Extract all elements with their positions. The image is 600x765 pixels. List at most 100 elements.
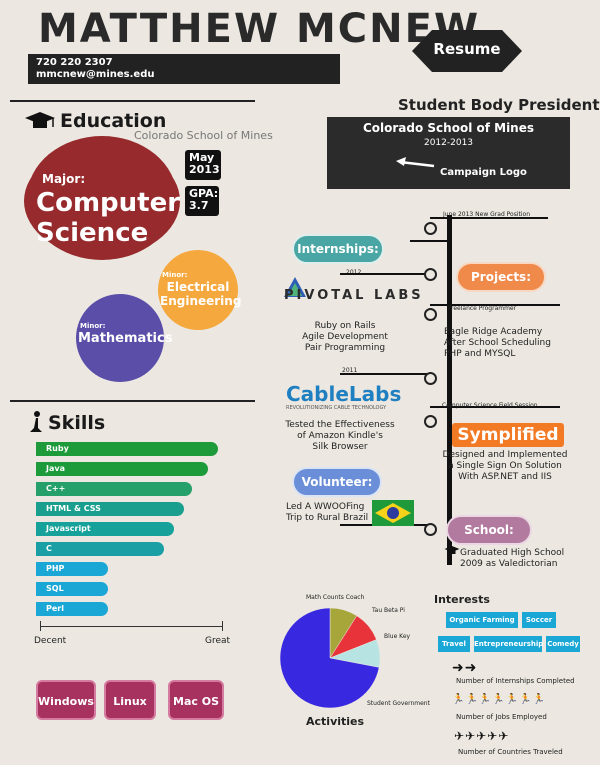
skill-bar-php: PHP xyxy=(36,562,108,576)
school-pill: School: xyxy=(446,515,532,545)
timeline-node xyxy=(424,523,437,536)
interest-tag: Travel xyxy=(438,636,470,652)
minor-ee-value: Electrical Engineering xyxy=(160,280,242,308)
major-value: Computer Science xyxy=(36,188,181,248)
timeline-marker xyxy=(430,304,560,306)
student-body-years: 2012-2013 xyxy=(423,138,474,148)
cablelabs-tagline: REVOLUTIONIZING CABLE TECHNOLOGY xyxy=(286,405,387,411)
pivotal-logo-icon xyxy=(284,277,306,297)
interest-tag: Entrepreneurship xyxy=(474,636,543,652)
cable-year: 2011 xyxy=(342,367,358,374)
jobs-caption: Number of Jobs Employed xyxy=(456,713,547,721)
skill-bar-c: C xyxy=(36,542,164,556)
contact-bar: 720 220 2307 mmcnew@mines.edu xyxy=(28,54,340,84)
phone-number: 720 220 2307 xyxy=(36,57,113,68)
graduation-cap-icon xyxy=(25,112,55,128)
activities-pie-chart xyxy=(279,607,381,709)
arrow-left-icon xyxy=(396,157,435,168)
pie-slice-3 xyxy=(279,607,380,709)
pivotal-year: 2012 xyxy=(346,269,361,276)
os-mac: Mac OS xyxy=(168,680,224,720)
skills-axis-tick-left xyxy=(40,621,41,631)
major-label: Major: xyxy=(42,172,86,186)
skill-bar-html-css: HTML & CSS xyxy=(36,502,184,516)
school-name: Colorado School of Mines xyxy=(134,129,273,142)
internships-icons: ➜➜ xyxy=(452,660,478,676)
education-title: Education xyxy=(60,110,167,132)
student-body-school: Colorado School of Mines xyxy=(362,121,535,135)
minor-ee-circle xyxy=(158,250,238,330)
timeline-tick xyxy=(410,240,450,242)
timeline-node xyxy=(424,268,437,281)
skill-bar-java: Java xyxy=(36,462,208,476)
timeline-node xyxy=(424,308,437,321)
skill-bar-c-: C++ xyxy=(36,482,192,496)
skills-title: Skills xyxy=(48,412,106,434)
internships-caption: Number of Internships Completed xyxy=(456,677,575,685)
resume-label: Resume xyxy=(433,40,501,58)
pie-label-tau: Tau Beta Pi xyxy=(372,607,405,614)
skills-chart: Ruby Java C++ HTML & CSS Javascript C PHP SQL Pe… xyxy=(36,442,236,622)
timeline-node xyxy=(424,415,437,428)
skill-bar-perl: Perl xyxy=(36,602,108,616)
timeline-top-label: June 2013 New Grad Position xyxy=(443,211,531,218)
symplified-logo: Symplified xyxy=(452,423,564,447)
skill-bar-sql: SQL xyxy=(36,582,108,596)
cablelabs-logo: CableLabs xyxy=(286,382,402,406)
pivotal-description: Ruby on Rails Agile Development Pair Pro… xyxy=(302,321,388,353)
freelance-label: Freelance Programmer xyxy=(448,305,517,312)
countries-icons: ✈✈✈✈✈ xyxy=(454,729,510,743)
minor-math-circle xyxy=(76,294,164,382)
activities-title: Activities xyxy=(306,715,365,728)
volunteer-description: Led A WWOOFing Trip to Rural Brazil xyxy=(286,502,369,523)
skill-bar-ruby: Ruby xyxy=(36,442,218,456)
resume-diamond-icon xyxy=(412,30,522,72)
timeline-connector xyxy=(340,273,432,275)
graduation-badge: May 2013 xyxy=(185,150,221,180)
skills-scale-high: Great xyxy=(205,636,231,646)
brazil-flag-icon xyxy=(372,500,414,526)
pivotal-logo: PIVOTAL LABS xyxy=(284,288,424,303)
interests-title: Interests xyxy=(434,593,490,606)
minor-math-value: Mathematics xyxy=(78,331,173,346)
timeline-connector xyxy=(340,373,432,375)
timeline-spine xyxy=(447,215,452,565)
timeline-marker xyxy=(430,406,560,408)
interest-tag: Organic Farming xyxy=(446,612,518,628)
eagle-ridge-description: Eagle Ridge Academy After School Schedul… xyxy=(444,327,551,359)
pie-label-math: Math Counts Coach xyxy=(306,594,365,601)
volunteer-pill: Volunteer: xyxy=(292,467,382,497)
pie-label-bluekey: Blue Key xyxy=(384,633,411,640)
field-session-label: Computer Science Field Session xyxy=(442,402,538,409)
timeline-node xyxy=(424,372,437,385)
divider xyxy=(10,400,255,402)
skills-axis xyxy=(40,626,222,627)
student-body-box xyxy=(327,117,570,189)
email-address: mmcnew@mines.edu xyxy=(36,69,155,80)
skill-bar-javascript: Javascript xyxy=(36,522,174,536)
projects-pill: Projects: xyxy=(456,262,546,292)
campaign-logo-label: Campaign Logo xyxy=(440,167,527,178)
minor-math-label: Minor: xyxy=(80,322,106,330)
interest-tag: Soccer xyxy=(522,612,556,628)
skills-axis-tick-right xyxy=(222,621,223,631)
jobs-icons: 🏃🏃🏃🏃🏃🏃🏃 xyxy=(452,694,547,705)
pie-label-stugov: Student Government xyxy=(367,700,430,707)
student-body-title: Student Body President xyxy=(398,96,600,114)
timeline-node xyxy=(424,222,437,235)
timeline-marker-top xyxy=(430,217,548,219)
school-description: Graduated High School 2009 as Valedictor… xyxy=(460,548,565,569)
person-icon xyxy=(30,411,42,432)
interest-tag: Comedy xyxy=(546,636,580,652)
symplified-description: Designed and Implemented a Single Sign O… xyxy=(442,450,568,482)
divider xyxy=(10,100,255,102)
cablelabs-description: Tested the Effectiveness of Amazon Kindl… xyxy=(285,420,395,452)
skills-scale-low: Decent xyxy=(34,636,67,646)
graduation-cap-small-icon xyxy=(444,546,460,554)
countries-caption: Number of Countries Traveled xyxy=(458,748,563,756)
minor-ee-label: Minor: xyxy=(162,271,188,279)
os-windows: Windows xyxy=(36,680,96,720)
major-circle xyxy=(27,136,177,260)
os-linux: Linux xyxy=(104,680,156,720)
gpa-badge: GPA: 3.7 xyxy=(185,186,219,216)
